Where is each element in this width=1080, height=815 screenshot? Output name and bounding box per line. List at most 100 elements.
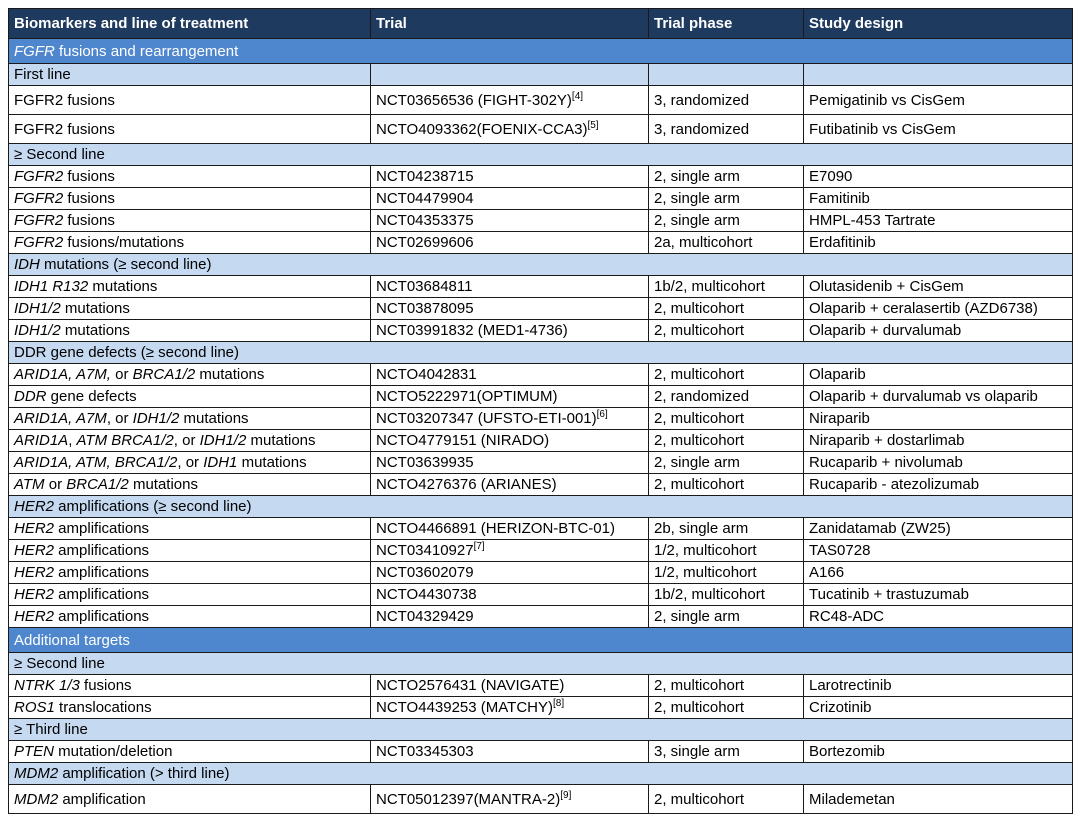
study-design-cell: HMPL-453 Tartrate — [803, 209, 1073, 232]
study-design-cell: Niraparib + dostarlimab — [803, 429, 1073, 452]
empty-cell — [370, 63, 649, 86]
trial-phase-cell: 2, single arm — [648, 605, 804, 628]
table-row: PTEN mutation/deletion NCT03345303 3, sing… — [8, 740, 1073, 763]
trial-phase-cell: 2, multicohort — [648, 363, 804, 386]
biomarker-cell: PTEN mutation/deletion — [8, 740, 371, 763]
trial-phase-cell: 2, multicohort — [648, 297, 804, 320]
trial-cell: NCT04238715 — [370, 165, 649, 188]
biomarker-cell: HER2 amplifications — [8, 583, 371, 606]
subsection-header-cell: HER2 amplifications (≥ second line) — [8, 495, 1073, 518]
trial-cell: NCT03639935 — [370, 451, 649, 474]
study-design-cell: Erdafitinib — [803, 231, 1073, 254]
trial-phase-cell: 2, single arm — [648, 165, 804, 188]
subsection-row: HER2 amplifications (≥ second line) — [8, 495, 1073, 518]
subsection-header-cell: IDH mutations (≥ second line) — [8, 253, 1073, 276]
subsection-header-cell: ≥ Second line — [8, 143, 1073, 166]
study-design-cell: Milademetan — [803, 784, 1073, 814]
trial-cell: NCT03207347 (UFSTO-ETI-001)[6] — [370, 407, 649, 430]
biomarker-cell: DDR gene defects — [8, 385, 371, 408]
table-row: ROS1 translocations NCTO4439253 (MATCHY)[… — [8, 696, 1073, 719]
trial-cell: NCTO4093362(FOENIX-CCA3)[5] — [370, 114, 649, 144]
trial-phase-cell: 2, multicohort — [648, 696, 804, 719]
table-row: FGFR2 fusions NCT04479904 2, single arm Fam… — [8, 187, 1073, 210]
subsection-header-cell: DDR gene defects (≥ second line) — [8, 341, 1073, 364]
trial-phase-cell: 2, multicohort — [648, 473, 804, 496]
trial-cell: NCT03991832 (MED1-4736) — [370, 319, 649, 342]
biomarker-cell: FGFR2 fusions — [8, 85, 371, 115]
table-row: DDR gene defects NCTO5222971(OPTIMUM) 2, r… — [8, 385, 1073, 408]
biomarker-cell: ARID1A, ATM, BRCA1/2, or IDH1 mutations — [8, 451, 371, 474]
trial-phase-cell: 1/2, multicohort — [648, 561, 804, 584]
table-row: HER2 amplifications NCTO4466891 (HERIZON-… — [8, 517, 1073, 540]
table-row: HER2 amplifications NCT03410927[7] 1/2, mu… — [8, 539, 1073, 562]
column-header-trial-phase: Trial phase — [648, 8, 804, 39]
biomarker-cell: ROS1 translocations — [8, 696, 371, 719]
study-design-cell: Bortezomib — [803, 740, 1073, 763]
trial-cell: NCT02699606 — [370, 231, 649, 254]
biomarker-cell: FGFR2 fusions — [8, 209, 371, 232]
table-row: FGFR2 fusions NCT04353375 2, single arm HMP… — [8, 209, 1073, 232]
empty-cell — [803, 63, 1073, 86]
table-header-row: Biomarkers and line of treatment Trial T… — [8, 8, 1073, 39]
table-row: NTRK 1/3 fusions NCTO2576431 (NAVIGATE) 2,… — [8, 674, 1073, 697]
study-design-cell: Niraparib — [803, 407, 1073, 430]
biomarker-cell: HER2 amplifications — [8, 561, 371, 584]
subsection-row: ≥ Third line — [8, 718, 1073, 741]
subsection-row: MDM2 amplification (> third line) — [8, 762, 1073, 785]
trial-cell: NCT05012397(MANTRA-2)[9] — [370, 784, 649, 814]
table-body: FGFR fusions and rearrangement First line… — [8, 38, 1073, 814]
trial-cell: NCTO4042831 — [370, 363, 649, 386]
table-row: MDM2 amplification NCT05012397(MANTRA-2)[… — [8, 784, 1073, 814]
table-row: ARID1A, ATM, BRCA1/2, or IDH1 mutations N… — [8, 451, 1073, 474]
study-design-cell: Olutasidenib + CisGem — [803, 275, 1073, 298]
table-row: HER2 amplifications NCT03602079 1/2, multi… — [8, 561, 1073, 584]
biomarker-cell: IDH1/2 mutations — [8, 297, 371, 320]
subsection-row: ≥ Second line — [8, 143, 1073, 166]
trial-phase-cell: 2, multicohort — [648, 407, 804, 430]
table-row: HER2 amplifications NCT04329429 2, single … — [8, 605, 1073, 628]
biomarker-cell: ARID1A, ATM BRCA1/2, or IDH1/2 mutations — [8, 429, 371, 452]
study-design-cell: Larotrectinib — [803, 674, 1073, 697]
study-design-cell: Pemigatinib vs CisGem — [803, 85, 1073, 115]
trial-cell: NCT03602079 — [370, 561, 649, 584]
trial-cell: NCTO4779151 (NIRADO) — [370, 429, 649, 452]
biomarker-cell: FGFR2 fusions — [8, 114, 371, 144]
biomarker-cell: ARID1A, A7M, or BRCA1/2 mutations — [8, 363, 371, 386]
trial-phase-cell: 2b, single arm — [648, 517, 804, 540]
biomarker-cell: IDH1 R132 mutations — [8, 275, 371, 298]
trial-cell: NCTO4430738 — [370, 583, 649, 606]
clinical-trials-table-container: Biomarkers and line of treatment Trial T… — [8, 8, 1073, 814]
section-header-cell: Additional targets — [8, 627, 1073, 653]
study-design-cell: Olaparib — [803, 363, 1073, 386]
trial-phase-cell: 2, single arm — [648, 187, 804, 210]
trial-phase-cell: 2a, multicohort — [648, 231, 804, 254]
study-design-cell: E7090 — [803, 165, 1073, 188]
subsection-row: First line — [8, 63, 1073, 86]
table-row: ARID1A, ATM BRCA1/2, or IDH1/2 mutations… — [8, 429, 1073, 452]
biomarker-cell: FGFR2 fusions — [8, 187, 371, 210]
trial-cell: NCTO4276376 (ARIANES) — [370, 473, 649, 496]
biomarker-cell: MDM2 amplification — [8, 784, 371, 814]
section-header-cell: FGFR fusions and rearrangement — [8, 38, 1073, 64]
trial-cell: NCT04329429 — [370, 605, 649, 628]
subsection-header-cell: MDM2 amplification (> third line) — [8, 762, 1073, 785]
trial-phase-cell: 2, multicohort — [648, 674, 804, 697]
section-row: Additional targets — [8, 627, 1073, 653]
trial-phase-cell: 1b/2, multicohort — [648, 275, 804, 298]
trial-phase-cell: 1b/2, multicohort — [648, 583, 804, 606]
trial-phase-cell: 2, multicohort — [648, 429, 804, 452]
section-row: FGFR fusions and rearrangement — [8, 38, 1073, 64]
trial-phase-cell: 3, randomized — [648, 85, 804, 115]
column-header-biomarkers: Biomarkers and line of treatment — [8, 8, 371, 39]
trial-cell: NCT04353375 — [370, 209, 649, 232]
biomarker-cell: HER2 amplifications — [8, 539, 371, 562]
empty-cell — [648, 63, 804, 86]
subsection-row: IDH mutations (≥ second line) — [8, 253, 1073, 276]
trial-phase-cell: 3, single arm — [648, 740, 804, 763]
table-row: IDH1 R132 mutations NCT03684811 1b/2, mult… — [8, 275, 1073, 298]
biomarker-cell: HER2 amplifications — [8, 605, 371, 628]
trial-cell: NCTO2576431 (NAVIGATE) — [370, 674, 649, 697]
biomarker-cell: FGFR2 fusions/mutations — [8, 231, 371, 254]
trial-cell: NCT03410927[7] — [370, 539, 649, 562]
table-row: HER2 amplifications NCTO4430738 1b/2, mult… — [8, 583, 1073, 606]
